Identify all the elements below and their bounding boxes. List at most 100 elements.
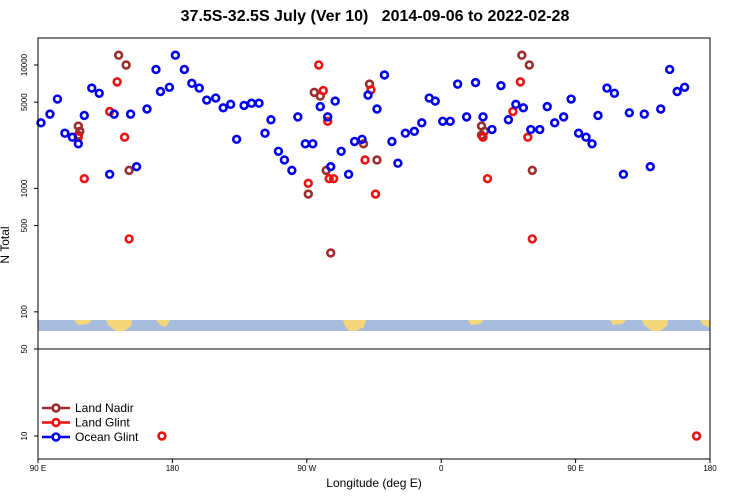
data-point [330,96,340,106]
data-point [170,50,181,60]
data-point [523,132,533,142]
data-point [218,103,228,113]
data-point [113,50,124,60]
data-point [358,139,369,149]
data-point [445,116,455,126]
data-point [260,128,270,138]
legend-label: Land Nadir [75,401,134,415]
data-point [293,112,303,122]
data-point [36,118,46,128]
data-point [524,60,535,70]
data-point [112,77,122,87]
data-point [558,112,569,122]
data-point [624,108,635,118]
data-point [287,165,297,176]
land-patch [106,320,132,331]
data-point [60,128,70,138]
x-tick-label: 90 E [30,464,46,473]
data-point [639,109,649,119]
y-tick-label: 50 [20,344,29,353]
data-point [124,234,134,244]
data-point [109,109,119,119]
y-tick-label: 100 [20,305,29,319]
data-point [124,165,134,176]
data-point [73,139,84,149]
data-point [372,104,382,114]
world-map-strip [38,320,710,331]
data-point [535,124,545,135]
data-point [325,248,336,258]
data-point [430,96,440,106]
legend-marker [51,403,61,413]
data-point [508,106,518,117]
axes: 90 E 180 90 W 0 90 E 180 10 50 100 500 1000 5000 100… [20,53,717,473]
data-point [239,100,249,111]
x-tick-label: 90 E [567,464,583,473]
x-tick-label: 90 W [297,464,316,473]
land-patch [610,320,626,325]
data-point [52,94,63,104]
data-point [104,169,115,180]
data-points [36,50,702,441]
data-point [273,146,284,156]
data-point [121,60,131,70]
data-point [602,83,612,93]
x-tick-label: 180 [166,464,180,473]
data-point [417,118,427,128]
data-point [393,158,403,168]
x-tick-label: 180 [703,464,717,473]
data-point [679,82,690,92]
data-point [461,112,472,122]
data-point [225,99,236,110]
data-point [526,124,536,135]
data-point [318,85,328,96]
data-point [323,116,333,126]
data-point [478,112,488,122]
data-point [79,173,89,184]
data-point [503,115,514,125]
data-point [496,80,506,91]
chart-title: 37.5S-32.5S July (Ver 10) 2014-09-06 to … [180,8,570,25]
data-point [119,132,130,142]
data-point [645,161,655,172]
land-patch [468,320,484,325]
data-point [325,161,336,172]
data-point [372,155,382,165]
data-point [487,124,497,135]
data-point [656,104,666,114]
data-point [164,82,175,92]
legend-marker [51,417,61,428]
data-point [142,104,152,114]
data-point [379,70,390,80]
data-point [517,50,527,60]
ocean-band [38,320,710,331]
data-point [231,134,242,145]
x-axis-title: Longitude (deg E) [326,476,421,490]
data-point [566,94,576,104]
data-point [573,128,584,138]
data-point [202,95,212,105]
x-tick-label: 0 [439,464,444,473]
y-tick-label: 10000 [20,53,29,76]
data-point [515,77,526,87]
data-point [155,86,166,97]
data-point [125,109,136,119]
data-point [618,169,629,180]
data-point [314,60,324,70]
y-tick-label: 10 [20,431,29,440]
data-point [478,132,488,142]
data-point [593,110,603,121]
data-point [45,109,55,119]
data-point [194,83,204,93]
data-point [303,189,313,199]
legend-marker [51,432,61,442]
data-point [131,161,142,172]
data-point [328,173,339,184]
data-point [527,165,537,176]
data-point [211,93,221,103]
land-patch [156,320,170,327]
data-point [609,88,620,98]
data-point [664,64,675,75]
